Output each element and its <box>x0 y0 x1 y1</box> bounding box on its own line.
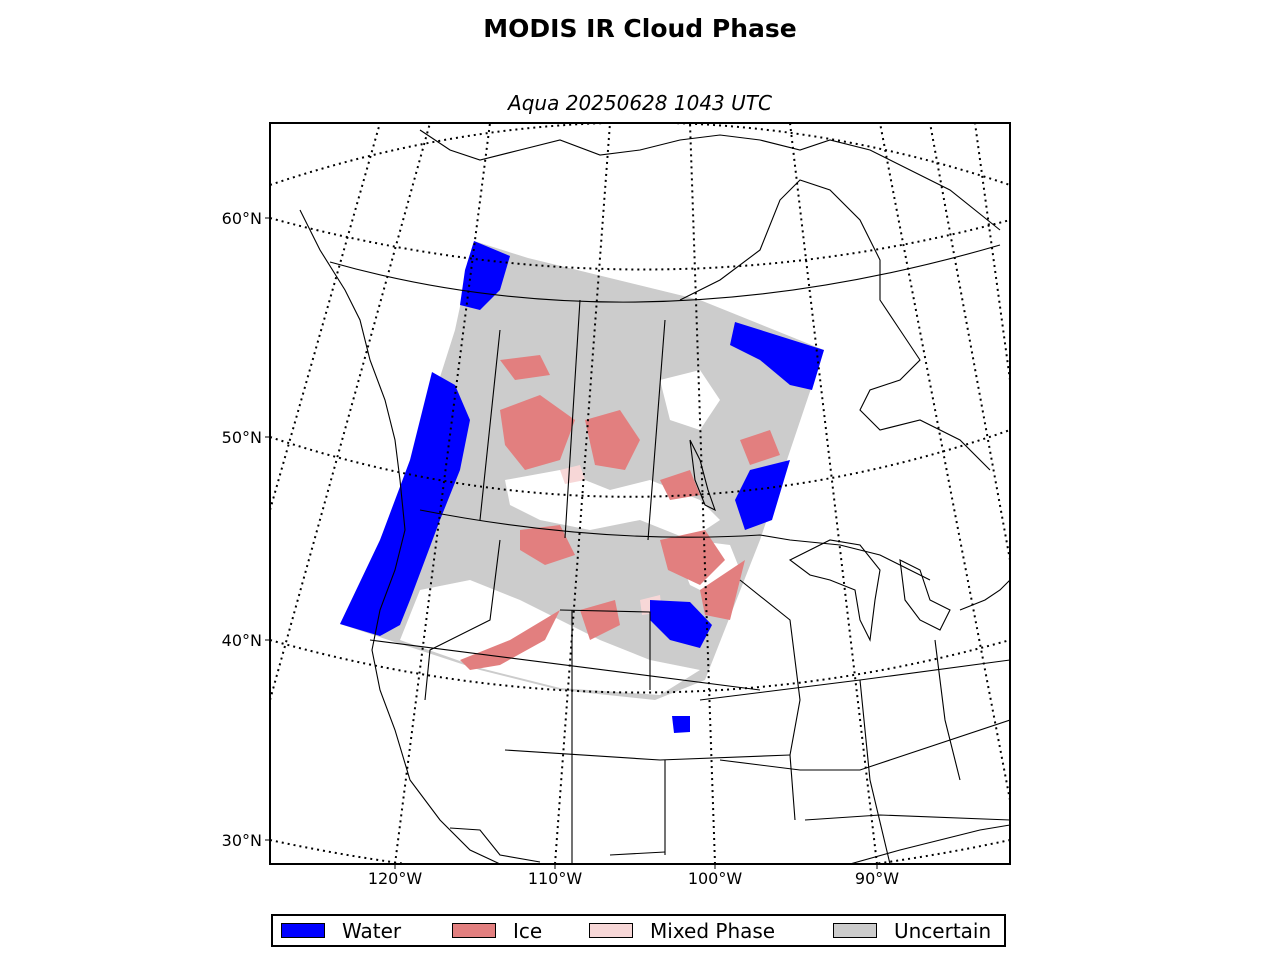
coastline-hudson-bay <box>679 179 991 471</box>
water-region <box>730 322 824 390</box>
meridian-line <box>789 123 878 864</box>
legend: Water Ice Mixed Phase Uncertain <box>271 914 1006 947</box>
east-coast <box>959 579 1010 611</box>
state-border <box>424 539 501 701</box>
water-region <box>460 241 510 310</box>
parallel-line <box>270 429 1010 498</box>
state-border <box>369 639 761 691</box>
state-border <box>559 609 651 690</box>
province-border <box>564 299 581 539</box>
meridian-line <box>974 123 1010 381</box>
meridian-line <box>554 123 611 864</box>
cloud-swath <box>340 241 824 733</box>
legend-swatch-mixed-phase <box>589 923 633 938</box>
state-border <box>609 851 666 856</box>
coastline-arctic <box>419 129 1001 231</box>
ice-region <box>520 525 575 565</box>
water-region <box>672 716 690 733</box>
lake-winnipeg <box>689 439 716 512</box>
meridian-line <box>929 123 1010 561</box>
meridian-line <box>270 123 431 701</box>
map-title: MODIS IR Cloud Phase <box>483 14 797 43</box>
canada-us-border <box>419 509 931 581</box>
state-border <box>449 827 541 863</box>
meridian-line <box>270 123 381 511</box>
state-border <box>504 749 791 761</box>
mixed-phase-region <box>560 465 585 484</box>
legend-swatch-uncertain <box>833 923 877 938</box>
ice-region <box>740 430 780 465</box>
parallel-line <box>330 123 950 124</box>
parallel-line <box>270 217 1010 271</box>
lat-label-30: 30°N <box>222 831 262 850</box>
province-border <box>647 319 666 541</box>
legend-label-mixed-phase: Mixed Phase <box>650 918 776 943</box>
legend-item-uncertain: Uncertain <box>833 916 991 945</box>
map-frame <box>269 122 1011 865</box>
legend-item-mixed-phase: Mixed Phase <box>589 916 775 945</box>
ice-region <box>500 355 550 380</box>
lat-label-50: 50°N <box>222 428 262 447</box>
legend-item-water: Water <box>281 916 401 945</box>
graticule <box>270 123 1010 864</box>
lat-label-40: 40°N <box>222 631 262 650</box>
legend-item-ice: Ice <box>452 916 542 945</box>
great-lakes <box>899 559 951 631</box>
axis-ticks <box>265 217 878 869</box>
water-region <box>340 372 470 636</box>
ice-region <box>660 530 725 585</box>
parallel-line <box>270 123 1010 186</box>
water-region <box>735 460 790 530</box>
legend-label-uncertain: Uncertain <box>894 918 992 943</box>
map-subtitle: Aqua 20250628 1043 UTC <box>508 91 772 115</box>
legend-label-water: Water <box>342 918 402 943</box>
state-border <box>859 679 891 864</box>
ice-region <box>580 600 620 640</box>
legend-label-ice: Ice <box>513 918 543 943</box>
state-border <box>699 659 1010 701</box>
meridian-line <box>879 123 1010 801</box>
province-border <box>479 329 501 521</box>
meridian-line <box>394 123 491 864</box>
legend-swatch-ice <box>452 923 496 938</box>
boundaries <box>299 129 1010 864</box>
ice-region <box>700 560 745 620</box>
lon-label-90w: 90°W <box>855 869 899 888</box>
ice-region <box>660 470 700 500</box>
clear-patch <box>660 370 720 430</box>
water-region <box>650 600 712 648</box>
lat-label-60: 60°N <box>222 209 262 228</box>
lon-label-110w: 110°W <box>528 869 583 888</box>
state-border <box>934 639 961 781</box>
lon-label-100w: 100°W <box>688 869 743 888</box>
parallel-line <box>270 639 1010 694</box>
state-border <box>719 719 1010 771</box>
legend-swatch-water <box>281 923 325 938</box>
state-border <box>804 814 1010 821</box>
ice-region <box>585 410 640 470</box>
gulf-coast <box>849 824 1010 864</box>
great-lakes <box>788 539 881 642</box>
province-border <box>329 244 1001 303</box>
coastline-west <box>299 209 501 864</box>
state-border <box>739 579 801 821</box>
ice-region <box>500 395 575 470</box>
lon-label-120w: 120°W <box>368 869 423 888</box>
